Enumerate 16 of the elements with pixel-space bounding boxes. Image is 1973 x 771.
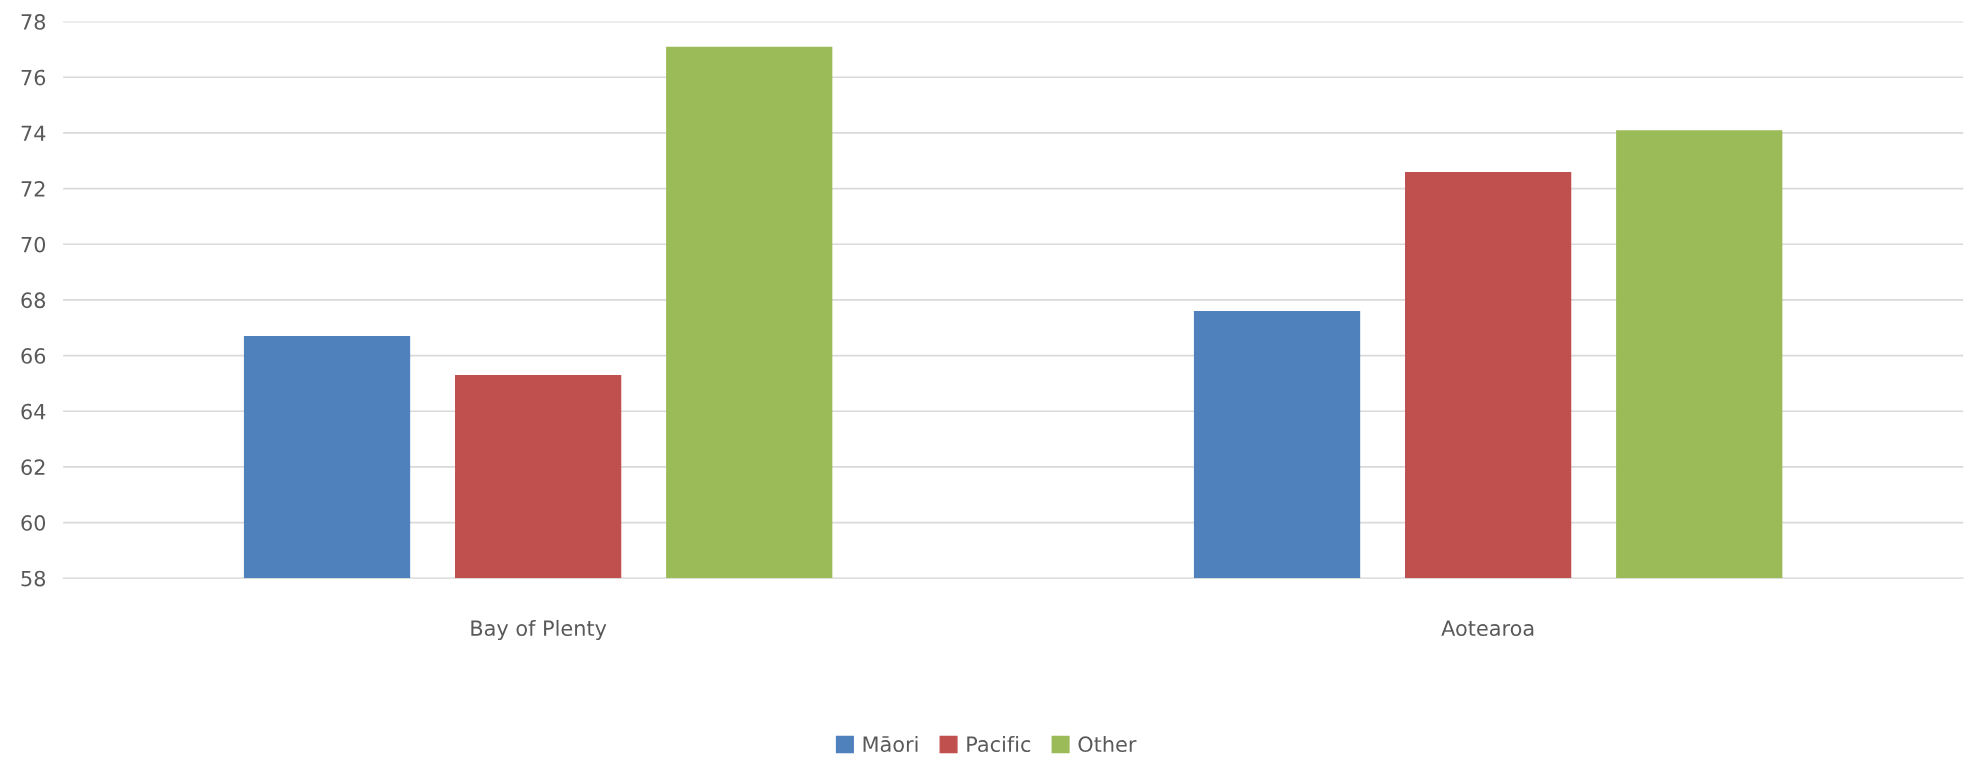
- legend-label: Other: [1078, 735, 1137, 753]
- y-tick-label: 72: [21, 181, 45, 197]
- x-tick-label: Bay of Plenty: [471, 619, 607, 641]
- y-tick-label: 70: [21, 236, 46, 253]
- y-tick-label: 60: [21, 515, 46, 531]
- y-tick-label: 64: [21, 403, 46, 420]
- x-tick-label: Aotearoa: [1441, 620, 1534, 637]
- y-tick-label: 66: [21, 348, 46, 364]
- y-tick-label: 68: [21, 292, 46, 309]
- y-tick-label: 58: [21, 570, 46, 587]
- y-tick-label: 76: [21, 69, 46, 86]
- legend-label: Pacific: [967, 735, 1031, 753]
- legend-label: Māori: [863, 735, 918, 753]
- y-tick-label: 74: [21, 125, 46, 141]
- y-tick-label: 78: [21, 14, 46, 30]
- y-tick-label: 62: [21, 459, 45, 476]
